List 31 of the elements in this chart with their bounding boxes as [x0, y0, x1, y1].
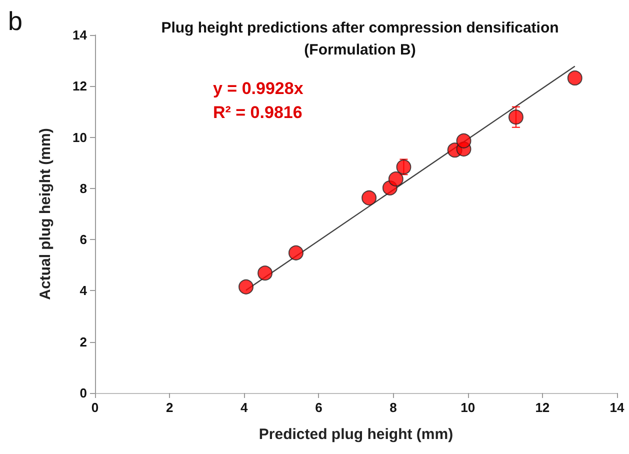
x-tick-label: 10: [460, 400, 476, 415]
y-tick-label: 6: [80, 232, 87, 248]
x-tick-label: 6: [315, 400, 322, 415]
y-tick-label: 2: [80, 334, 87, 350]
x-tick-label: 4: [240, 400, 249, 415]
point: [238, 279, 254, 294]
x-axis-title: Predicted plug height (mm): [258, 426, 454, 443]
y-tick-label: 10: [72, 130, 87, 145]
chart-title: Plug height predictions after compression densification (Formulation B): [161, 20, 559, 58]
x-tick-label: 12: [535, 400, 550, 415]
point: [456, 133, 472, 148]
annotation: R² = 0.9816: [213, 103, 302, 122]
annotation: y = 0.9928x: [213, 79, 304, 98]
y-tick-label: 8: [80, 180, 87, 196]
y-tick-label: 4: [80, 283, 88, 298]
x-tick-label: 2: [166, 400, 174, 415]
point: [288, 245, 304, 260]
point: [258, 266, 273, 281]
point: [396, 159, 412, 174]
y-tick-label: 14: [72, 28, 88, 42]
point: [388, 171, 404, 186]
x-tick-label: 14: [610, 400, 625, 415]
point: [567, 70, 582, 86]
text: b: [8, 6, 22, 36]
y-tick-label: 12: [72, 78, 87, 94]
y-tick-label: 0: [80, 386, 87, 400]
y-axis-title: Actual plug height (mm): [37, 128, 54, 300]
x-tick-label: 0: [91, 400, 99, 415]
point: [362, 190, 377, 206]
x-tick-label: 8: [390, 400, 397, 415]
point: [508, 110, 524, 125]
